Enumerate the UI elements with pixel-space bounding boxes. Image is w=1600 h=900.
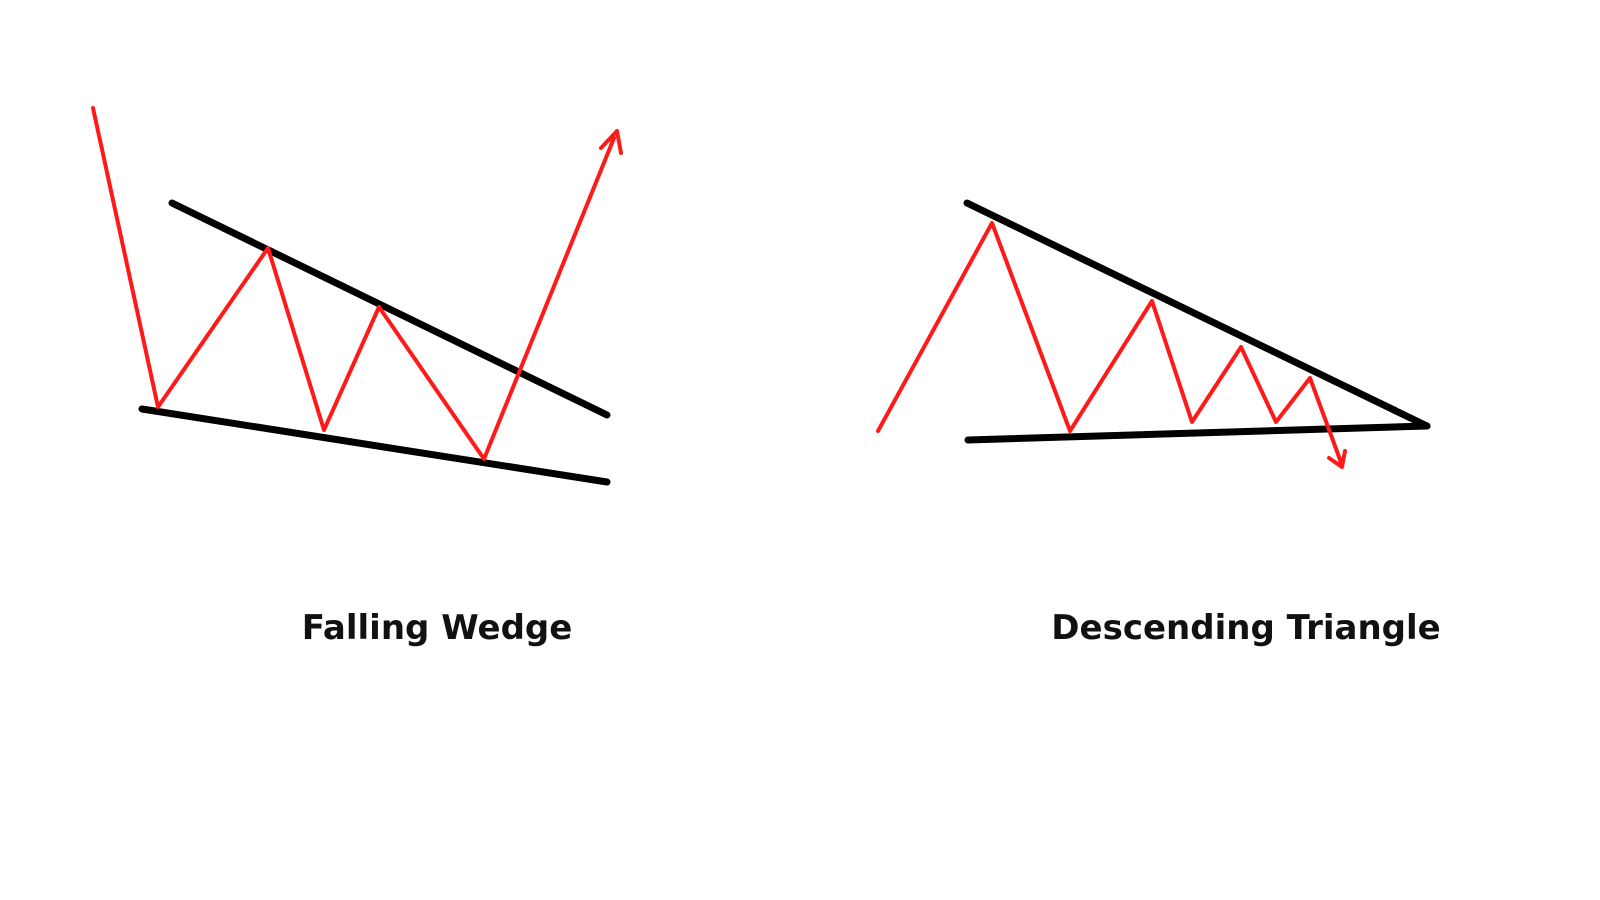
falling-wedge-diagram (91, 106, 623, 486)
triangle-support-line (964, 422, 1431, 444)
wedge-breakout-arrowhead (599, 129, 623, 155)
triangle-upper-trendline (963, 199, 1431, 430)
falling-wedge-label: Falling Wedge (301, 608, 573, 648)
descending-triangle-label: Descending Triangle (1051, 608, 1441, 648)
wedge-lower-trendline (138, 405, 611, 486)
descending-triangle-diagram (876, 199, 1431, 469)
wedge-upper-trendline (168, 199, 611, 419)
triangle-breakdown-arrowhead (1327, 449, 1347, 469)
wedge-price-path (91, 106, 616, 461)
triangle-price-path (876, 221, 1344, 467)
